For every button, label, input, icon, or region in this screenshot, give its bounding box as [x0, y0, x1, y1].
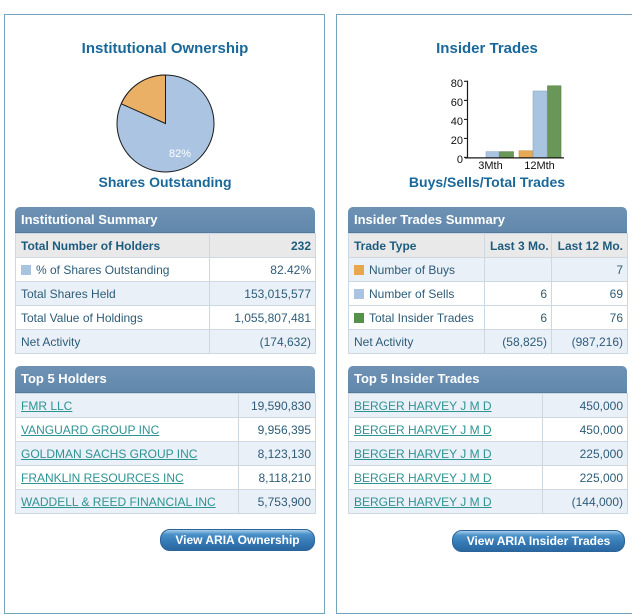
svg-text:0: 0 [457, 154, 463, 166]
svg-text:82%: 82% [169, 148, 191, 160]
svg-text:20: 20 [451, 135, 463, 147]
svg-text:40: 40 [451, 116, 463, 128]
svg-text:80: 80 [451, 78, 463, 90]
svg-text:60: 60 [451, 97, 463, 109]
svg-text:12Mth: 12Mth [524, 160, 555, 172]
svg-text:3Mth: 3Mth [478, 160, 502, 172]
